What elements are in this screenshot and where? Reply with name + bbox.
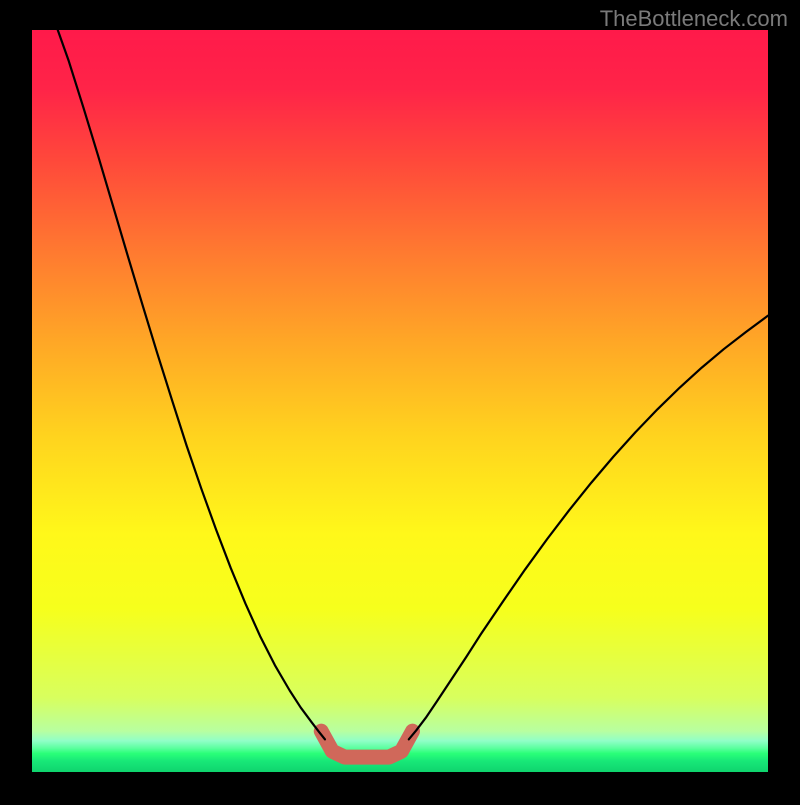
chart-svg xyxy=(0,0,800,800)
bottleneck-chart xyxy=(0,0,800,800)
watermark-text: TheBottleneck.com xyxy=(600,6,788,32)
